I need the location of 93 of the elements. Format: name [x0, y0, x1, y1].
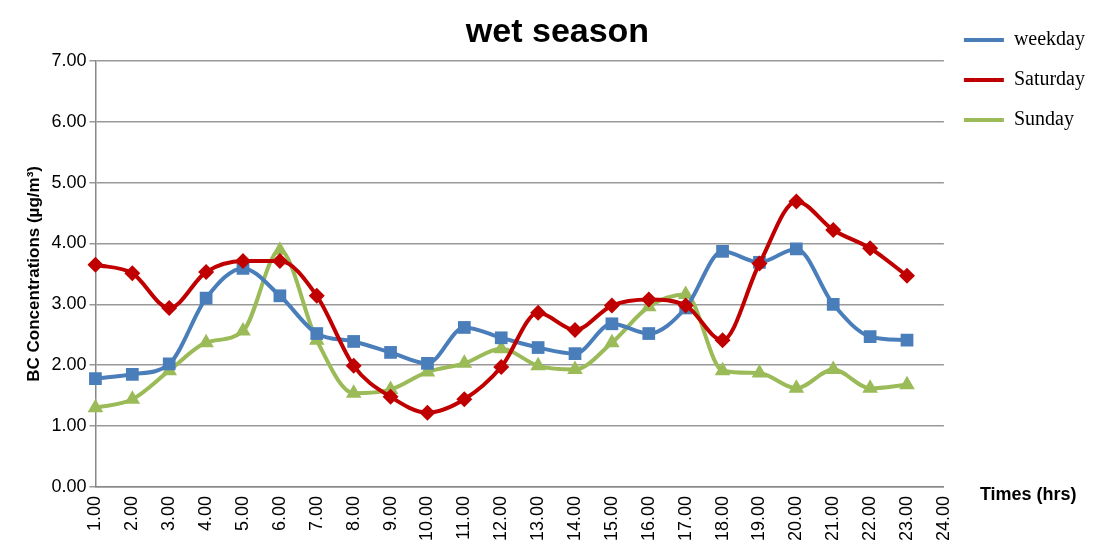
point	[494, 331, 508, 345]
point	[89, 372, 102, 385]
point	[382, 388, 399, 405]
point	[826, 297, 840, 311]
point	[605, 317, 619, 331]
point	[345, 384, 362, 398]
x-tick-label: 17.00	[674, 495, 695, 541]
point	[347, 335, 361, 348]
legend-label: Saturday	[1013, 67, 1085, 91]
point	[87, 398, 104, 413]
point	[273, 289, 287, 303]
legend-label: Sunday	[1013, 107, 1074, 131]
x-tick-label: 23.00	[895, 495, 916, 541]
x-tick-label: 3.00	[158, 495, 179, 531]
point	[863, 330, 877, 343]
y-tick-label: 6.00	[51, 110, 87, 131]
point	[162, 357, 176, 371]
x-tick-label: 21.00	[822, 495, 843, 541]
point	[677, 297, 694, 314]
x-tick-label: 20.00	[785, 495, 806, 541]
point	[604, 333, 620, 348]
point	[421, 357, 434, 370]
x-tick-label: 22.00	[859, 495, 880, 541]
point	[493, 359, 510, 376]
point	[345, 357, 362, 374]
point	[900, 333, 914, 347]
x-tick-label: 11.00	[453, 495, 474, 540]
x-tick-label: 19.00	[748, 495, 769, 541]
point	[899, 375, 915, 390]
point	[716, 244, 729, 258]
y-tick-label: 2.00	[51, 354, 87, 375]
x-tick-label: 2.00	[121, 495, 142, 531]
point	[198, 264, 215, 281]
point	[161, 299, 178, 316]
y-tick-label: 4.00	[51, 232, 87, 253]
y-tick-label: 3.00	[51, 293, 87, 314]
point	[235, 322, 251, 336]
point	[825, 360, 842, 374]
point	[788, 193, 805, 210]
x-tick-label: 8.00	[342, 495, 363, 531]
point	[640, 291, 657, 308]
point	[125, 367, 139, 381]
point	[456, 391, 473, 408]
point	[124, 265, 141, 282]
point	[567, 321, 584, 338]
point	[603, 297, 620, 314]
y-tick-label: 7.00	[51, 49, 87, 70]
point	[234, 253, 251, 270]
y-axis-title: BC Concentrations (µg/m³)	[23, 166, 43, 382]
point	[530, 304, 547, 321]
point	[199, 291, 213, 305]
y-tick-label: 1.00	[51, 415, 87, 436]
point	[751, 364, 768, 378]
y-tick-label: 0.00	[51, 475, 87, 496]
x-tick-label: 15.00	[600, 495, 621, 541]
x-axis-title: Times (hrs)	[979, 483, 1077, 504]
point	[714, 361, 731, 376]
y-tick-label: 5.00	[51, 171, 87, 192]
x-tick-label: 6.00	[268, 495, 289, 531]
x-tick-label: 5.00	[231, 495, 252, 531]
x-tick-label: 7.00	[305, 495, 326, 531]
point	[567, 360, 583, 374]
point	[642, 327, 656, 340]
point	[308, 287, 325, 304]
point	[899, 267, 916, 284]
point	[87, 256, 104, 273]
point	[310, 327, 324, 340]
x-tick-label: 9.00	[379, 495, 400, 531]
point	[714, 332, 731, 349]
x-tick-label: 14.00	[563, 495, 584, 541]
x-tick-label: 18.00	[711, 495, 732, 541]
x-tick-label: 4.00	[195, 495, 216, 531]
x-tick-label: 24.00	[932, 495, 953, 541]
point	[568, 347, 582, 360]
point	[198, 333, 214, 348]
point	[530, 356, 546, 371]
point	[531, 341, 545, 354]
chart-title: wet season	[464, 10, 650, 49]
point	[862, 240, 879, 257]
x-tick-label: 16.00	[637, 495, 658, 541]
point	[788, 379, 805, 393]
legend-label: weekday	[1013, 27, 1085, 51]
point	[862, 379, 878, 393]
point	[456, 354, 473, 368]
x-tick-label: 13.00	[527, 495, 548, 541]
x-tick-label: 10.00	[416, 495, 437, 541]
point	[419, 404, 436, 421]
point	[457, 321, 471, 334]
point	[789, 242, 803, 256]
x-tick-label: 12.00	[490, 495, 511, 541]
point	[384, 346, 397, 359]
point	[124, 390, 141, 404]
point	[825, 222, 842, 239]
